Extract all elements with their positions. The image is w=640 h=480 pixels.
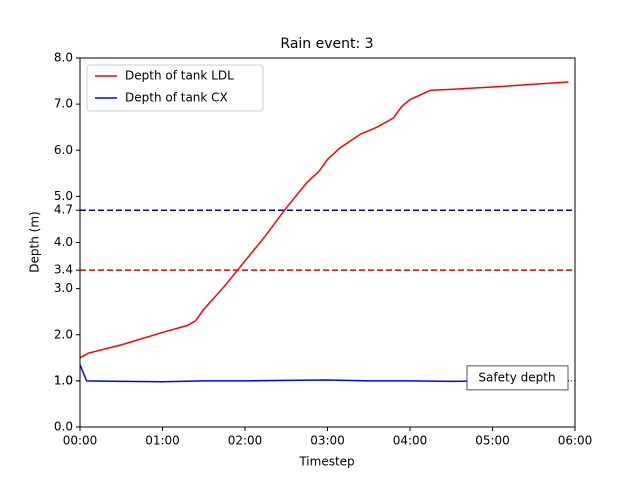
y-tick-label: 0.0 (54, 420, 73, 434)
data-line (79, 81, 569, 359)
annotation-text: Safety depth (478, 370, 555, 384)
data-line (79, 364, 569, 383)
x-tick-label: 03:00 (310, 434, 345, 448)
y-tick-label: 3.4 (54, 263, 73, 277)
y-tick-label: 4.0 (54, 235, 73, 249)
y-tick-label: 8.0 (54, 51, 73, 65)
legend-label: Depth of tank LDL (125, 69, 234, 83)
y-tick-label: 3.0 (54, 281, 73, 295)
annotation-box (466, 365, 569, 391)
x-axis-label: Timestep (298, 455, 354, 469)
legend: Depth of tank LDL Depth of tank CX (86, 64, 264, 112)
y-tick-label: 1.0 (54, 373, 73, 387)
y-tick-label: 2.0 (54, 327, 73, 341)
y-tick-label: 5.0 (54, 189, 73, 203)
x-tick-label: 05:00 (475, 434, 510, 448)
legend-label: Depth of tank CX (125, 91, 228, 105)
chart-title: Rain event: 3 (280, 36, 373, 52)
x-tick-label: 01:00 (145, 434, 180, 448)
x-tick-label: 06:00 (558, 434, 593, 448)
y-tick-label: 7.0 (54, 97, 73, 111)
legend-box (86, 64, 264, 112)
x-tick-label: 00:00 (63, 434, 98, 448)
y-tick-label: 1.0 (54, 373, 73, 387)
y-tick-label: 6.0 (54, 143, 73, 157)
y-axis-label: Depth (m) (28, 211, 42, 272)
x-tick-label: 04:00 (393, 434, 428, 448)
y-tick-label: 4.7 (54, 203, 73, 217)
x-tick-label: 02:00 (228, 434, 263, 448)
plot-frame (79, 57, 576, 428)
